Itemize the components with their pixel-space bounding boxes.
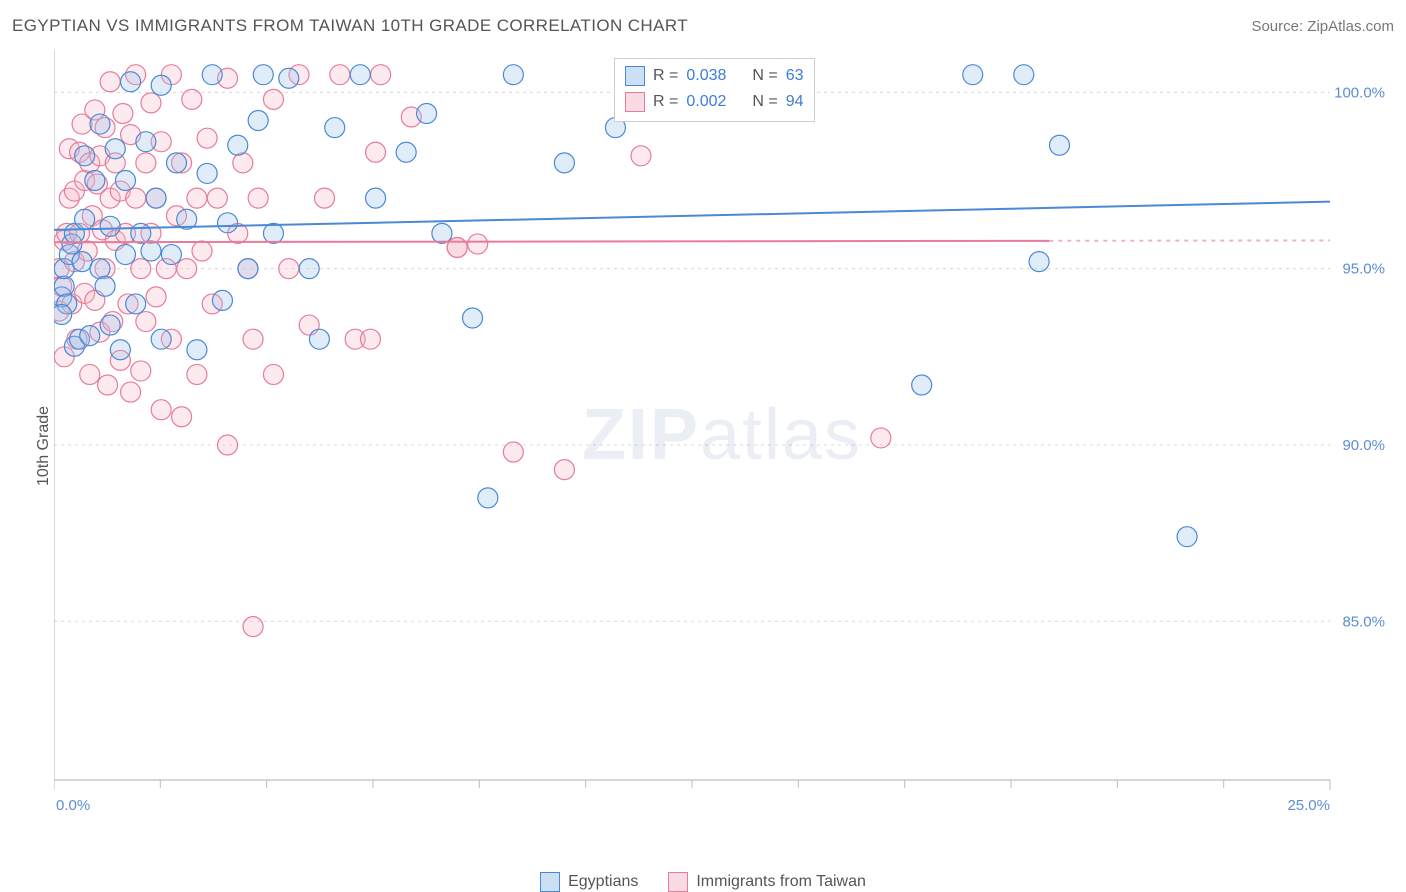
stats-n-label: N = xyxy=(752,93,777,111)
y-axis-label: 10th Grade xyxy=(35,406,53,486)
legend: Egyptians Immigrants from Taiwan xyxy=(0,872,1406,892)
swatch-egyptians xyxy=(625,66,645,86)
stats-r-value: 0.002 xyxy=(686,93,726,111)
legend-item-taiwan: Immigrants from Taiwan xyxy=(668,872,866,892)
svg-text:85.0%: 85.0% xyxy=(1342,613,1385,630)
swatch-taiwan xyxy=(668,872,688,892)
swatch-taiwan xyxy=(625,92,645,112)
stats-box: R = 0.038 N = 63 R = 0.002 N = 94 xyxy=(614,58,815,122)
chart-title: EGYPTIAN VS IMMIGRANTS FROM TAIWAN 10TH … xyxy=(12,16,688,36)
stats-r-label: R = xyxy=(653,67,678,85)
stats-n-label: N = xyxy=(752,67,777,85)
source-label: Source: ZipAtlas.com xyxy=(1251,18,1394,35)
stats-n-value: 94 xyxy=(786,93,804,111)
svg-text:25.0%: 25.0% xyxy=(1287,797,1330,814)
chart-plot: 85.0%90.0%95.0%100.0%0.0%25.0% ZIPatlas … xyxy=(54,50,1390,820)
chart-header: EGYPTIAN VS IMMIGRANTS FROM TAIWAN 10TH … xyxy=(12,16,1394,36)
legend-label: Immigrants from Taiwan xyxy=(696,873,866,891)
stats-r-value: 0.038 xyxy=(686,67,726,85)
svg-text:100.0%: 100.0% xyxy=(1334,84,1385,101)
swatch-egyptians xyxy=(540,872,560,892)
stats-n-value: 63 xyxy=(786,67,804,85)
stats-r-label: R = xyxy=(653,93,678,111)
legend-item-egyptians: Egyptians xyxy=(540,872,638,892)
scatter-svg: 85.0% 90.0% 95.0% 100.0% 0.0% 25.0% xyxy=(54,50,1390,820)
stats-row-egyptians: R = 0.038 N = 63 xyxy=(625,63,804,89)
svg-text:90.0%: 90.0% xyxy=(1342,437,1385,454)
svg-text:0.0%: 0.0% xyxy=(56,797,90,814)
legend-label: Egyptians xyxy=(568,873,638,891)
stats-row-taiwan: R = 0.002 N = 94 xyxy=(625,89,804,115)
svg-text:95.0%: 95.0% xyxy=(1342,261,1385,278)
